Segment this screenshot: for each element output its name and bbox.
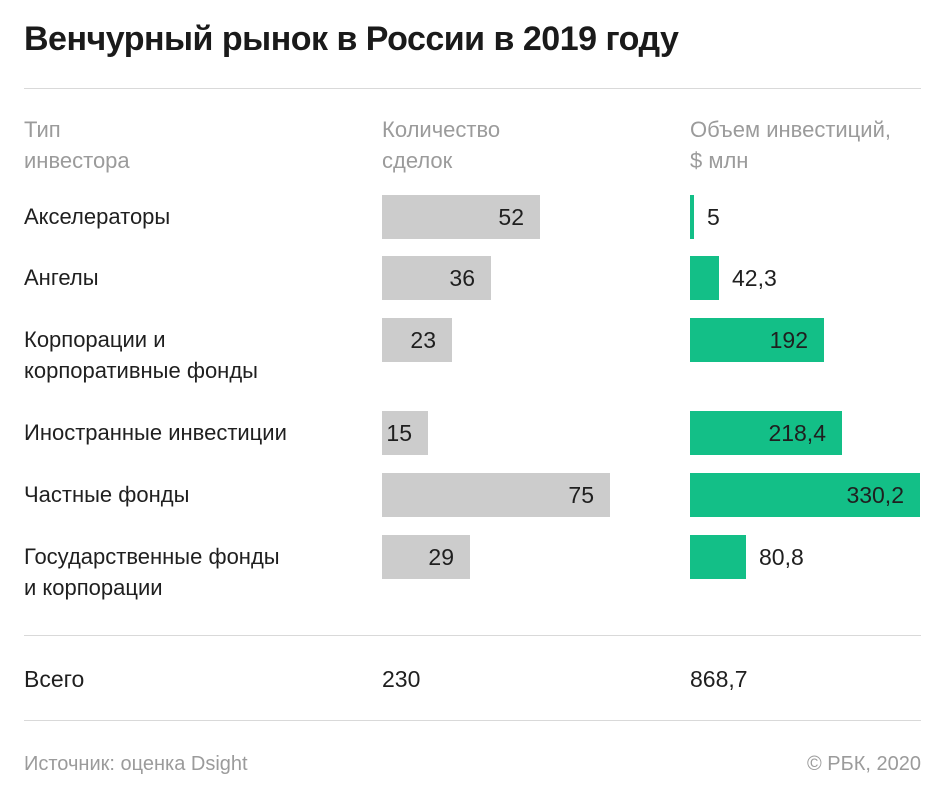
deal-count-bar bbox=[382, 473, 610, 517]
totals-divider bbox=[24, 635, 921, 636]
deal-count-bar bbox=[382, 411, 428, 455]
deal-count-label: 29 bbox=[428, 544, 454, 570]
header-investor-type: Тип инвестора bbox=[24, 117, 130, 173]
deal-count-label: 52 bbox=[498, 204, 524, 230]
total-volume: 868,7 bbox=[690, 666, 748, 692]
row-label: Корпорации и корпоративные фонды bbox=[24, 327, 258, 383]
copyright-note: © РБК, 2020 bbox=[806, 753, 921, 775]
investment-volume-bar bbox=[690, 473, 920, 517]
investment-volume-label: 192 bbox=[769, 327, 808, 353]
row-label: Частные фонды bbox=[24, 482, 190, 507]
header-deal-count: Количество сделок bbox=[382, 117, 501, 173]
investment-volume-label: 5 bbox=[707, 204, 720, 230]
top-divider bbox=[24, 88, 921, 89]
deal-count-bar bbox=[382, 535, 470, 579]
deal-count-bar bbox=[382, 195, 540, 239]
row-label: Государственные фонды и корпорации bbox=[24, 544, 280, 600]
row-label: Акселераторы bbox=[24, 204, 171, 229]
investment-volume-label: 218,4 bbox=[768, 420, 826, 446]
investment-volume-bar bbox=[690, 535, 746, 579]
bottom-divider bbox=[24, 720, 921, 721]
deal-count-label: 75 bbox=[568, 482, 594, 508]
total-label: Всего bbox=[24, 666, 85, 692]
header-investment-volume: Объем инвестиций, $ млн bbox=[690, 117, 891, 173]
deal-count-bar bbox=[382, 256, 491, 300]
chart-title: Венчурный рынок в России в 2019 году bbox=[24, 20, 679, 58]
deal-count-label: 15 bbox=[386, 420, 412, 446]
deal-count-bar bbox=[382, 318, 452, 362]
investment-volume-bar bbox=[690, 195, 694, 239]
deal-count-label: 23 bbox=[410, 327, 436, 353]
row-label: Иностранные инвестиции bbox=[24, 420, 287, 445]
investment-volume-bar bbox=[690, 318, 824, 362]
deal-count-label: 36 bbox=[449, 265, 475, 291]
row-label: Ангелы bbox=[24, 265, 99, 290]
total-count: 230 bbox=[382, 666, 421, 692]
investment-volume-label: 330,2 bbox=[846, 482, 904, 508]
investment-volume-bar bbox=[690, 411, 842, 455]
investment-volume-label: 42,3 bbox=[732, 265, 777, 291]
source-note: Источник: оценка Dsight bbox=[24, 753, 248, 775]
investment-volume-label: 80,8 bbox=[759, 544, 804, 570]
investment-volume-bar bbox=[690, 256, 719, 300]
